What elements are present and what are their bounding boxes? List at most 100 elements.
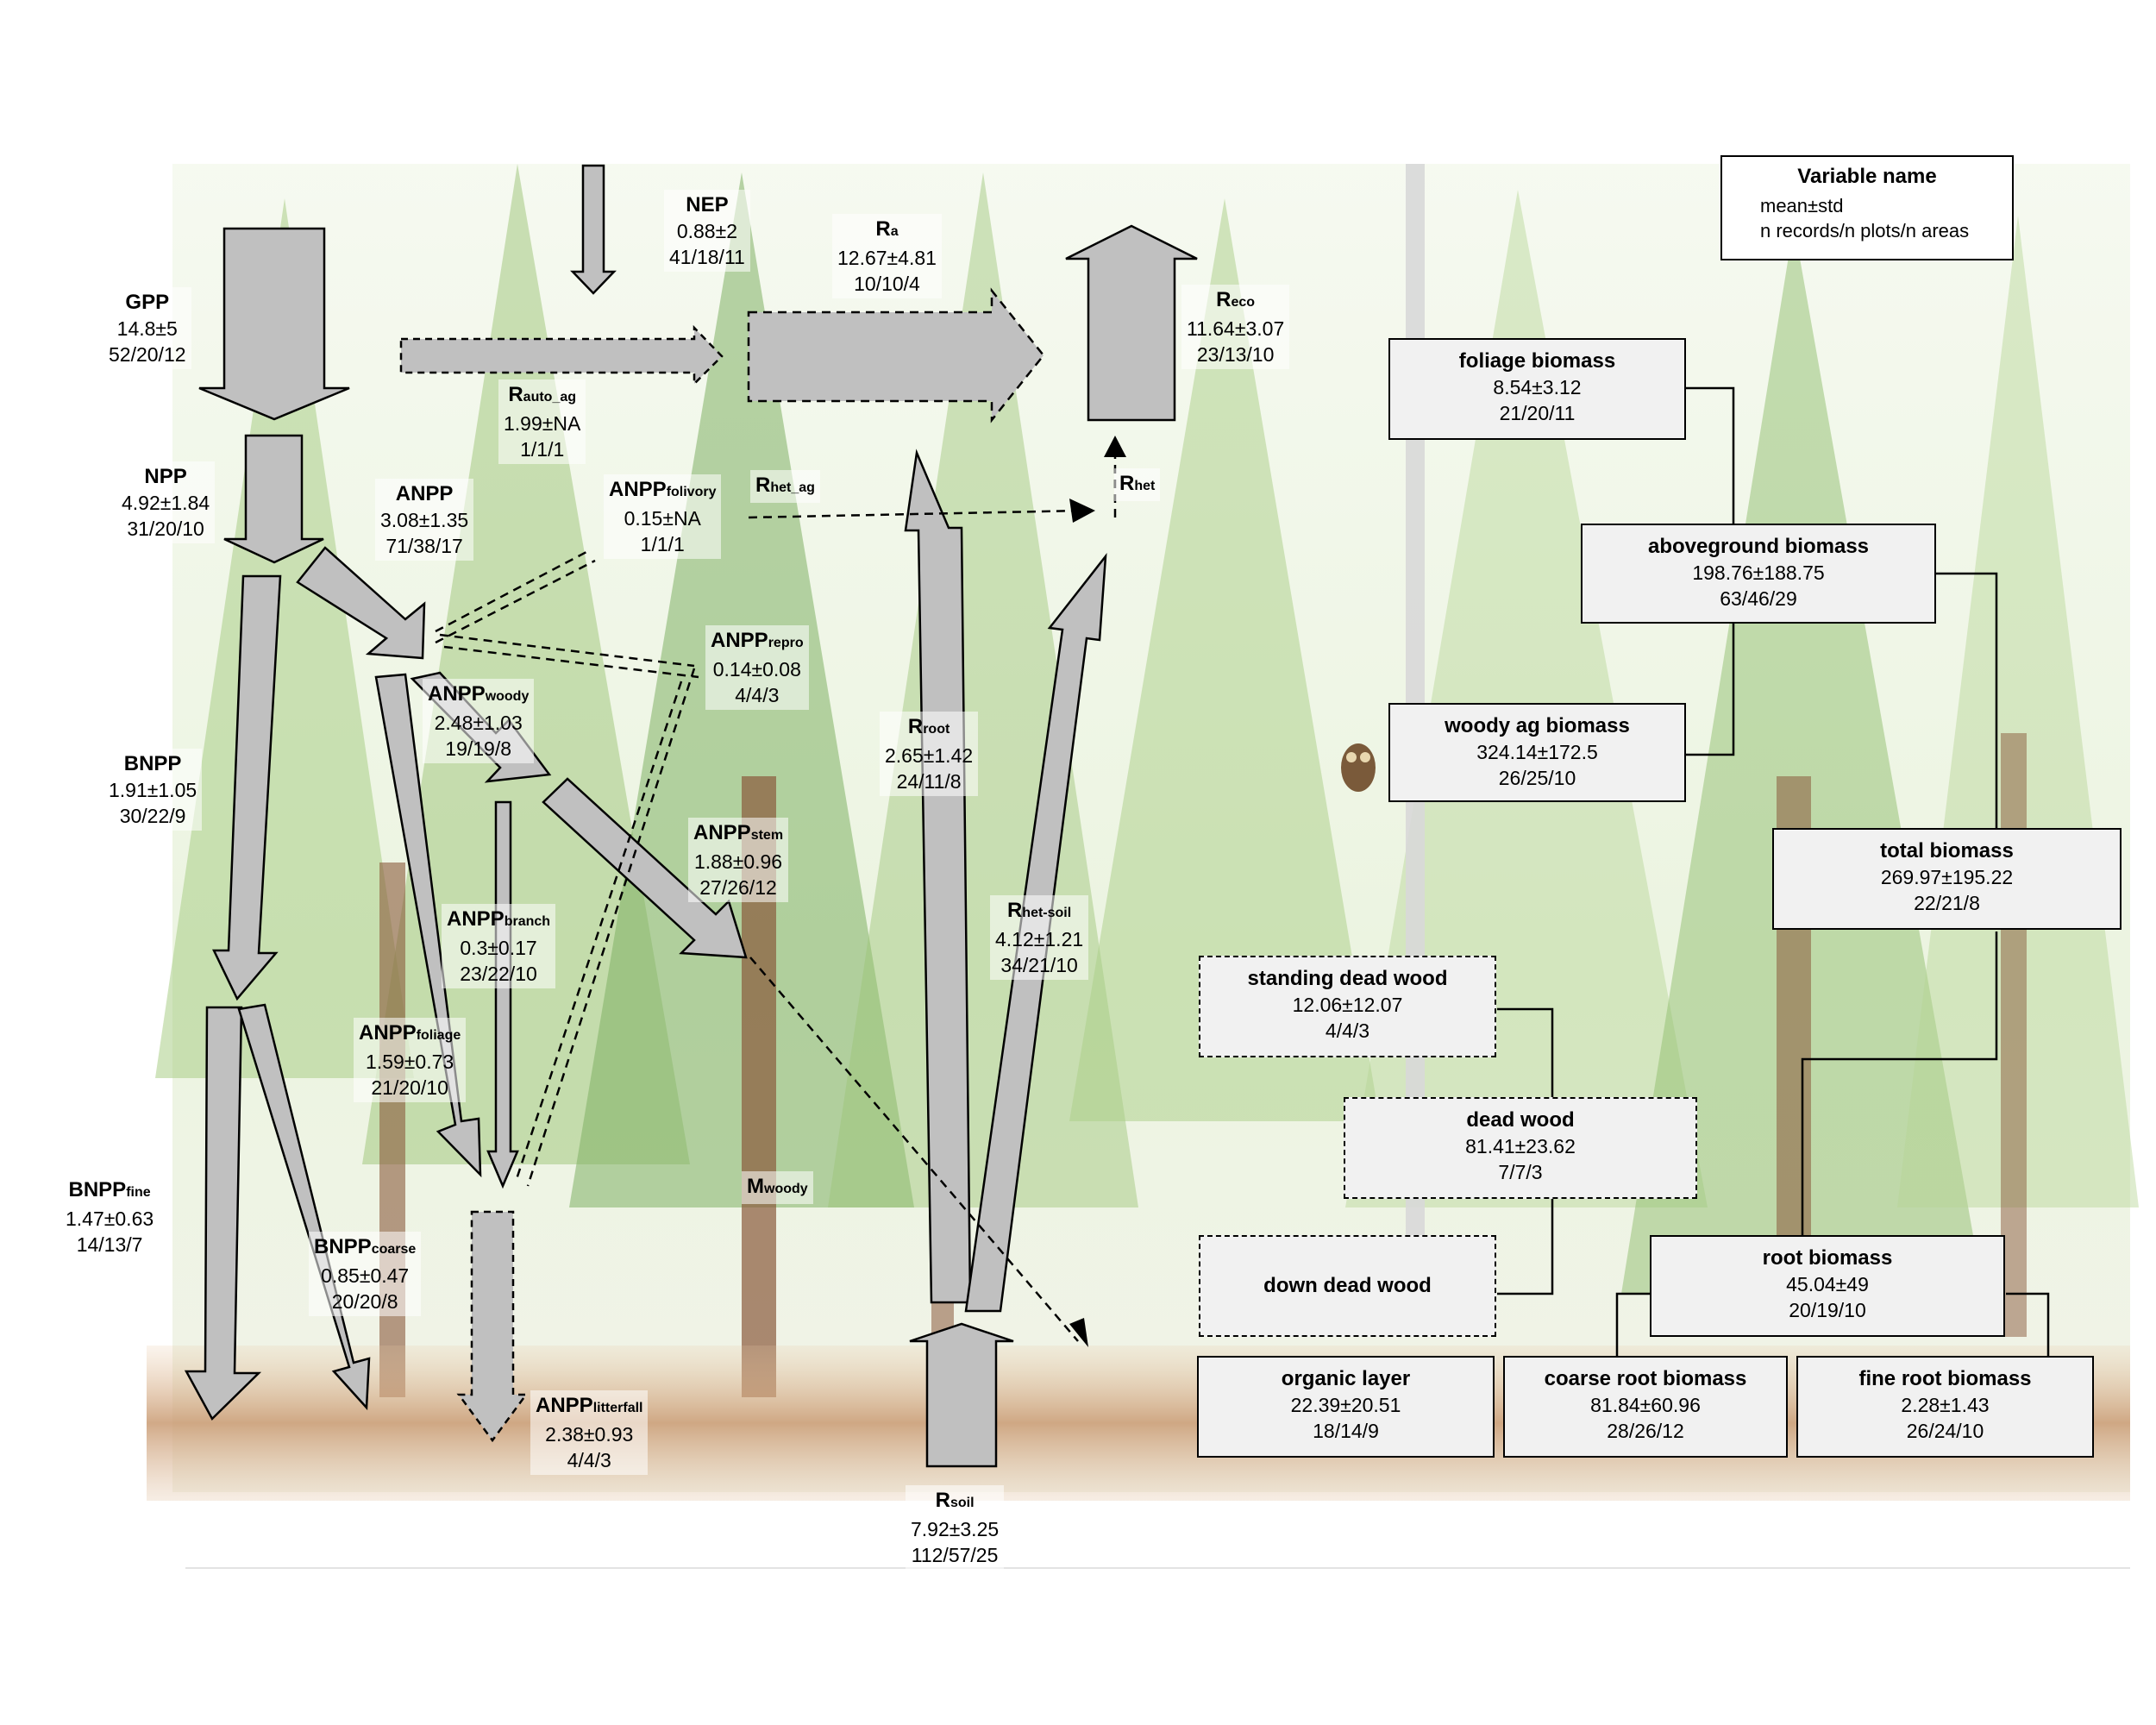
- flux-n: 23/13/10: [1196, 343, 1275, 366]
- stock-coarse-root-biomass: coarse root biomass 81.84±60.96 28/26/12: [1503, 1356, 1788, 1458]
- stock-n: 20/19/10: [1789, 1299, 1866, 1321]
- stock-mean: 269.97±195.22: [1880, 866, 2014, 888]
- stock-dead-wood: dead wood 81.41±23.62 7/7/3: [1344, 1097, 1697, 1199]
- flux-mean: 4.12±1.21: [995, 928, 1084, 950]
- flux-name: GPP: [125, 291, 170, 314]
- stock-mean: 81.84±60.96: [1590, 1394, 1701, 1416]
- legend-title: Variable name: [1797, 165, 1937, 188]
- flux-mean: 3.08±1.35: [380, 509, 469, 531]
- flux-n: 52/20/12: [109, 343, 186, 366]
- flux-name: ANPP: [395, 482, 454, 505]
- flux-n: 71/38/17: [385, 535, 463, 557]
- flux-name: R: [875, 217, 891, 241]
- flux-n: 41/18/11: [669, 246, 745, 268]
- flux-name: ANPP: [536, 1394, 593, 1417]
- stock-mean: 22.39±20.51: [1290, 1394, 1401, 1416]
- stock-n: 28/26/12: [1607, 1420, 1684, 1442]
- flux-bnpp-fine: BNPPfine 1.47±0.63 14/13/7: [60, 1175, 160, 1259]
- flux-rauto-ag: Rauto_ag 1.99±NA 1/1/1: [498, 380, 586, 464]
- flux-anpp-foliage: ANPPfoliage 1.59±0.73 21/20/10: [354, 1018, 467, 1102]
- flux-sub: soil: [950, 1496, 975, 1510]
- flux-bnpp-coarse: BNPPcoarse 0.85±0.47 20/20/8: [309, 1232, 422, 1316]
- flux-mean: 0.88±2: [676, 220, 737, 242]
- flux-sub: eco: [1231, 295, 1256, 310]
- flux-gpp: GPP 14.8±5 52/20/12: [103, 287, 191, 369]
- flux-anpp-branch: ANPPbranch 0.3±0.17 23/22/10: [442, 904, 556, 988]
- flux-arrows: [184, 164, 1198, 1468]
- flux-mean: 1.88±0.96: [693, 850, 783, 873]
- stock-mean: 8.54±3.12: [1493, 376, 1582, 398]
- flux-mean: 14.8±5: [116, 317, 178, 340]
- flux-mean: 1.99±NA: [504, 412, 581, 435]
- flux-n: 4/4/3: [567, 1449, 611, 1471]
- flux-n: 19/19/8: [445, 737, 512, 760]
- flux-mean: 11.64±3.07: [1187, 317, 1285, 340]
- stock-title: coarse root biomass: [1544, 1367, 1747, 1390]
- flux-mean: 12.67±4.81: [837, 247, 937, 269]
- stock-title: standing dead wood: [1247, 967, 1448, 990]
- stock-title: foliage biomass: [1458, 349, 1616, 373]
- stock-mean: 12.06±12.07: [1292, 994, 1403, 1016]
- flux-sub: litterfall: [592, 1401, 643, 1415]
- flux-name: ANPP: [447, 907, 505, 931]
- flux-name: M: [747, 1175, 764, 1198]
- stock-connectors: [1497, 386, 2050, 1364]
- stock-mean: 2.28±1.43: [1901, 1394, 1990, 1416]
- flux-mean: 0.3±0.17: [460, 937, 537, 959]
- flux-name: ANPP: [359, 1021, 417, 1044]
- flux-nep: NEP 0.88±2 41/18/11: [664, 190, 750, 272]
- flux-name: NEP: [686, 193, 729, 216]
- flux-reco: Reco 11.64±3.07 23/13/10: [1181, 285, 1290, 369]
- stock-n: 63/46/29: [1720, 587, 1797, 610]
- flux-n: 20/20/8: [331, 1290, 398, 1313]
- flux-anpp-litterfall: ANPPlitterfall 2.38±0.93 4/4/3: [530, 1390, 649, 1475]
- stock-standing-dead-wood: standing dead wood 12.06±12.07 4/4/3: [1199, 956, 1496, 1057]
- flux-mean: 7.92±3.25: [911, 1518, 1000, 1540]
- flux-n: 14/13/7: [76, 1233, 143, 1256]
- legend-line-mean: mean±std: [1760, 195, 1844, 216]
- flux-rroot: Rroot 2.65±1.42 24/11/8: [880, 712, 979, 796]
- flux-name: ANPP: [428, 682, 486, 706]
- stock-foliage-biomass: foliage biomass 8.54±3.12 21/20/11: [1388, 338, 1686, 440]
- flux-n: 23/22/10: [460, 963, 537, 985]
- stock-n: 26/25/10: [1498, 767, 1576, 789]
- flux-mean: 2.38±0.93: [545, 1423, 634, 1446]
- flux-anpp: ANPP 3.08±1.35 71/38/17: [375, 479, 474, 561]
- flux-mean: 2.65±1.42: [885, 744, 974, 767]
- flux-name: NPP: [144, 465, 187, 488]
- flux-sub: branch: [504, 914, 551, 929]
- flux-sub: repro: [768, 636, 804, 650]
- flux-n: 31/20/10: [127, 518, 204, 540]
- stock-total-biomass: total biomass 269.97±195.22 22/21/8: [1772, 828, 2122, 930]
- stock-mean: 198.76±188.75: [1692, 561, 1825, 584]
- flux-ra: Ra 12.67±4.81 10/10/4: [832, 214, 942, 298]
- legend-line-n: n records/n plots/n areas: [1760, 220, 1970, 242]
- flux-m-woody: Mwoody: [742, 1171, 813, 1204]
- flux-n: 10/10/4: [854, 273, 920, 295]
- stock-n: 22/21/8: [1914, 892, 1980, 914]
- stock-root-biomass: root biomass 45.04±49 20/19/10: [1650, 1235, 2005, 1337]
- flux-anpp-folivory: ANPPfolivory 0.15±NA 1/1/1: [604, 474, 722, 559]
- flux-name: R: [755, 474, 771, 497]
- stock-title: root biomass: [1762, 1246, 1893, 1270]
- stock-mean: 81.41±23.62: [1465, 1135, 1576, 1157]
- flux-anpp-stem: ANPPstem 1.88±0.96 27/26/12: [688, 818, 789, 902]
- flux-name: BNPP: [68, 1178, 127, 1201]
- flux-n: 27/26/12: [699, 876, 777, 899]
- flux-sub: folivory: [666, 485, 717, 499]
- flux-mean: 0.14±0.08: [712, 658, 801, 681]
- flux-n: 112/57/25: [911, 1544, 999, 1566]
- flux-sub: auto_ag: [523, 390, 577, 405]
- stock-title: fine root biomass: [1858, 1367, 2032, 1390]
- flux-sub: stem: [750, 828, 784, 843]
- flux-sub: a: [890, 224, 899, 239]
- flux-sub: root: [923, 722, 950, 737]
- flux-name: R: [1216, 288, 1232, 311]
- stock-title: total biomass: [1880, 839, 2014, 862]
- stock-down-dead-wood: down dead wood: [1199, 1235, 1496, 1337]
- arrowheads: [1069, 436, 1126, 1347]
- flux-mean: 1.47±0.63: [66, 1208, 154, 1230]
- flux-name: R: [1006, 899, 1023, 922]
- flux-n: 21/20/10: [371, 1076, 448, 1099]
